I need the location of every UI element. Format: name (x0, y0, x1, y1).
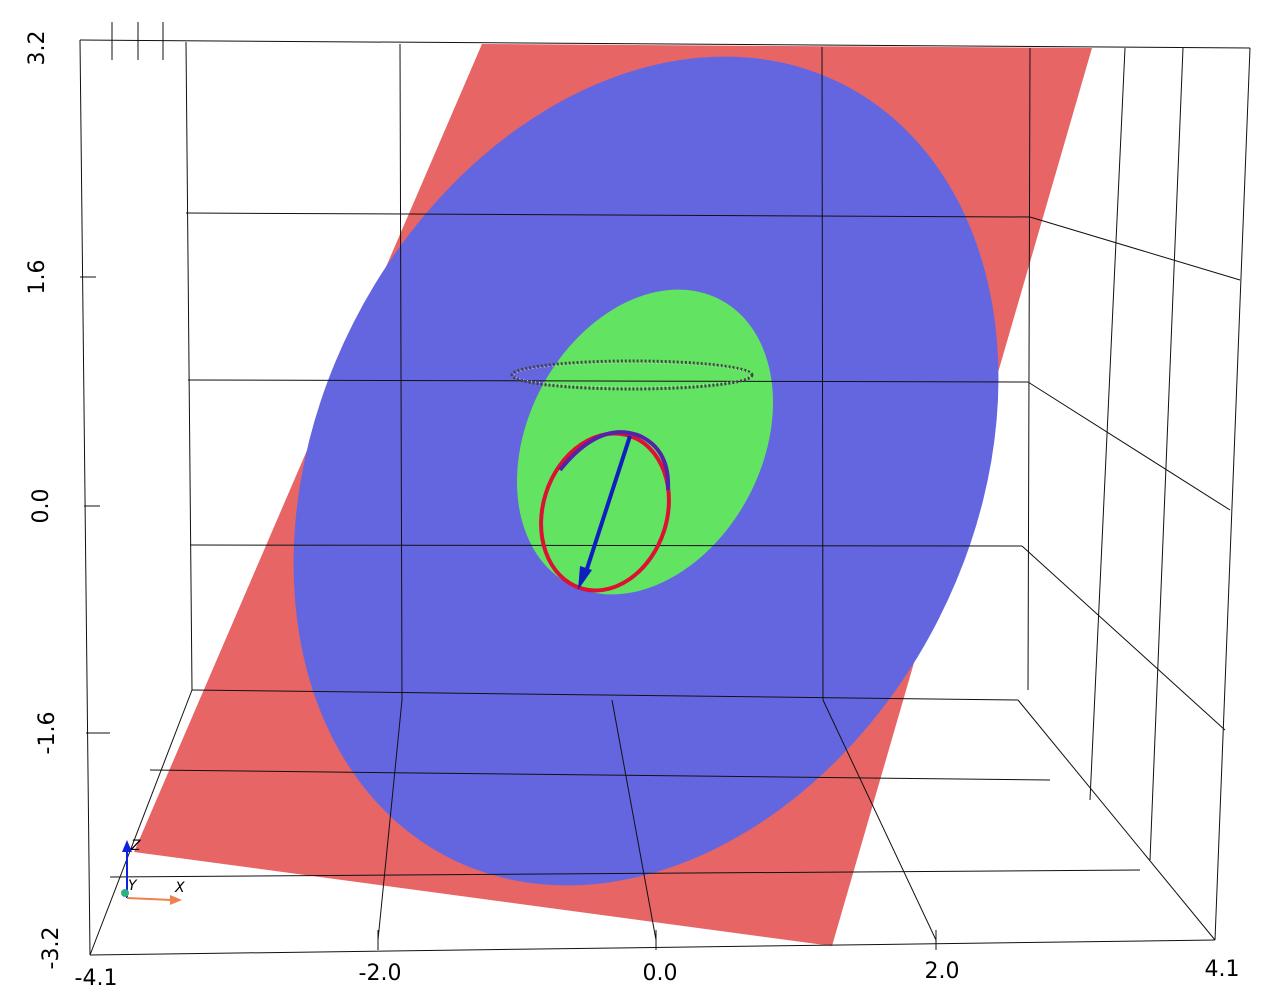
z-tick-label: 0.0 (29, 489, 54, 524)
x-tick-label: -2.0 (359, 961, 402, 986)
x-tick-label: 0.0 (643, 961, 678, 986)
z-tick-label: 1.6 (25, 260, 50, 295)
z-tick-label: 3.2 (25, 31, 50, 66)
horizontal-ring-highlight (513, 362, 751, 388)
orientation-triad: Z Y X (121, 838, 185, 905)
triad-x-label: X (174, 880, 185, 896)
horizontal-ring (510, 359, 754, 391)
triad-y-label: Y (128, 878, 138, 894)
z-tick-label: -1.6 (35, 712, 60, 755)
tilted-ring-top (558, 430, 671, 491)
x-tick-label: 4.1 (1205, 957, 1240, 982)
z-tick-label: -3.2 (39, 927, 64, 970)
x-tick-label: -4.1 (75, 966, 118, 991)
x-tick-label: 2.0 (925, 959, 960, 984)
triad-z-label: Z (130, 838, 141, 854)
direction-arrow (578, 435, 632, 590)
axes-grid (79, 22, 1251, 956)
